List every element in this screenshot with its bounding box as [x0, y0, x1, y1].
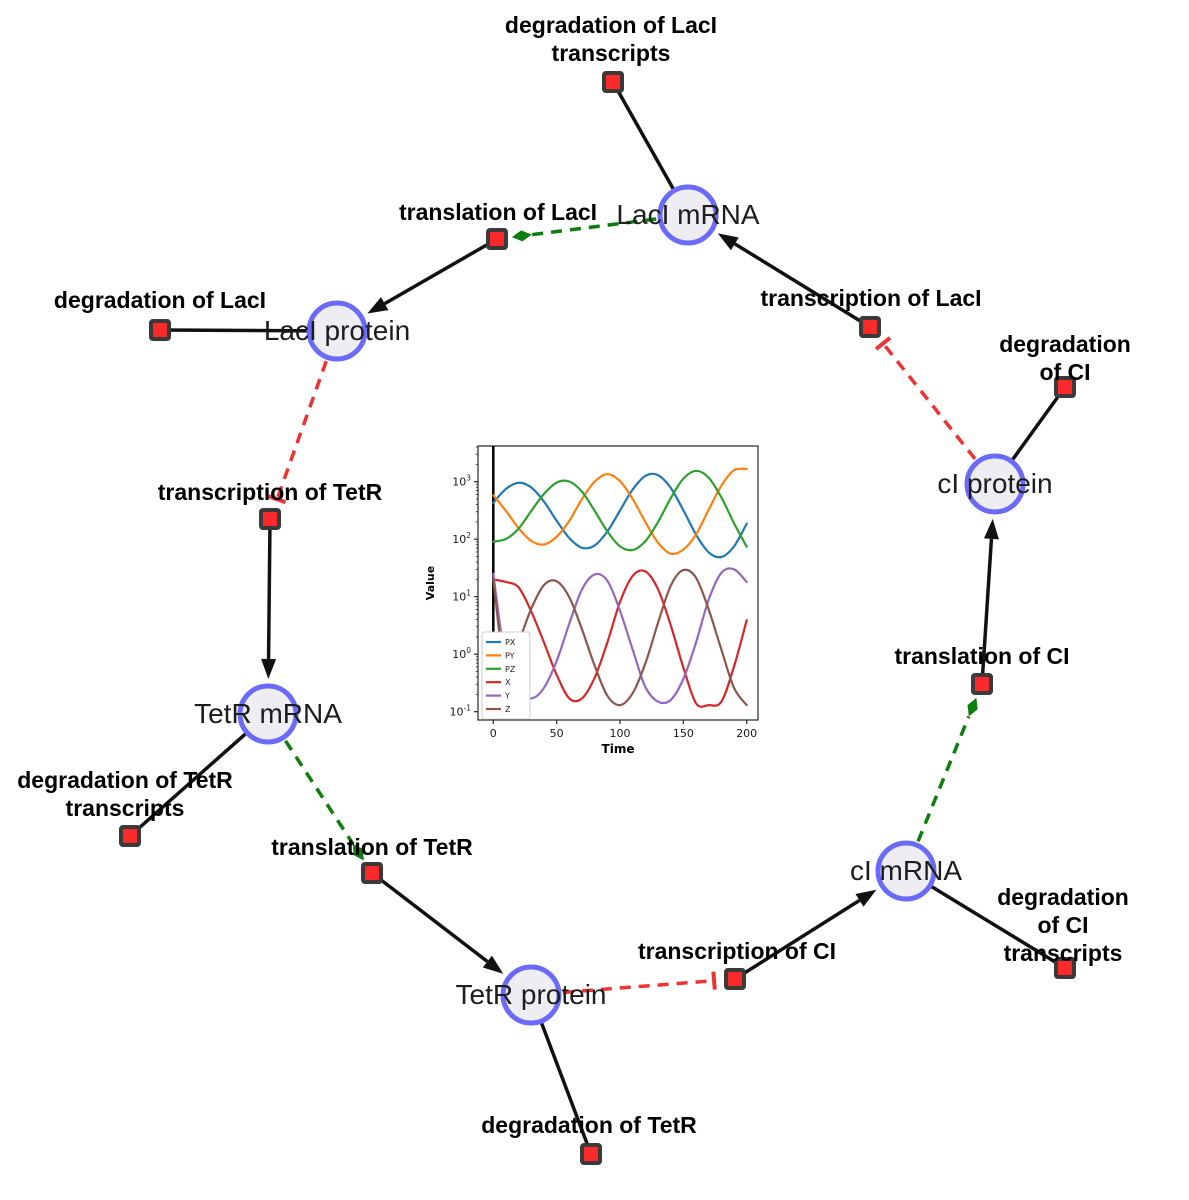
y-tick-label: 10-1 [450, 704, 472, 719]
edge-arrow-txn_laci-laci_mrna [733, 242, 871, 329]
legend-label-PZ: PZ [505, 665, 516, 674]
edge-inhibit-tetr_protein-txn_ci [562, 978, 715, 995]
edge-inhibit-laci_protein-txn_tetr [275, 360, 328, 500]
edge-modifier-ci_mrna-transl_ci-diamond-icon [967, 697, 978, 717]
species-label-ci_protein: cI protein [937, 468, 1053, 499]
reaction-node-transl_laci [486, 228, 508, 250]
edge-arrow-txn_tetr-tetr_mrna [266, 518, 272, 660]
y-tick-label: 101 [452, 589, 471, 604]
species-label-laci_protein: LacI protein [263, 315, 411, 346]
edge-inhibit-ci_protein-txn_laci-tbar-icon [874, 336, 892, 351]
edge-arrow-transl_ci-ci_protein [980, 538, 994, 685]
edge-modifier-tetr_mrna-transl_tetr [284, 739, 355, 845]
reaction-node-transl_tetr [361, 862, 383, 884]
edge-plain-ci_mrna-deg_ci_tx [905, 869, 1066, 970]
chart-series-Y [492, 567, 748, 705]
reaction-node-transl_ci [971, 673, 993, 695]
x-axis-title: Time [602, 742, 635, 756]
species-node-tetr_protein [500, 964, 562, 1026]
reaction-label-deg_laci: degradation of LacI [53, 287, 267, 313]
reaction-label-transl_laci: translation of LacI [398, 199, 598, 225]
legend-label-PX: PX [505, 638, 516, 647]
reaction-label-deg_tetr_tx: degradation of TetR transcripts [17, 767, 233, 821]
edge-arrow-transl_tetr-tetr_protein [370, 871, 489, 963]
chart-series-PX [492, 472, 748, 559]
x-tick-label: 0 [490, 727, 497, 740]
reaction-node-deg_tetr_tx [119, 825, 141, 847]
legend-label-Z: Z [505, 705, 511, 714]
edge-arrow-transl_laci-laci_protein [383, 237, 498, 306]
x-tick-label: 50 [550, 727, 564, 740]
species-label-tetr_protein: TetR protein [455, 979, 607, 1010]
edge-modifier-ci_mrna-transl_ci [916, 715, 971, 843]
edge-arrow-txn_ci-ci_mrna [734, 898, 861, 981]
species-label-tetr_mrna: TetR mRNA [194, 698, 342, 729]
chart-series-Z [492, 568, 748, 707]
edge-modifier-tetr_mrna-transl_tetr-diamond-icon [352, 843, 364, 861]
chart-series-X [492, 569, 748, 708]
y-tick-label: 102 [452, 531, 471, 546]
reaction-label-deg_ci_tx: degradation of CI transcripts [997, 884, 1129, 966]
edge-inhibit-ci_protein-txn_laci [881, 342, 977, 461]
reaction-label-transl_tetr: translation of TetR [271, 834, 473, 860]
edge-arrow-transl_laci-laci_protein-arrowhead-icon [367, 297, 389, 314]
reaction-label-deg_tetr: degradation of TetR [481, 1112, 697, 1138]
legend-label-PY: PY [505, 651, 515, 660]
edge-arrow-txn_tetr-tetr_mrna-arrowhead-icon [261, 658, 277, 680]
species-label-laci_mrna: LacI mRNA [616, 199, 760, 230]
reaction-node-deg_tetr [580, 1143, 602, 1165]
edge-modifier-laci_mrna-transl_laci [531, 217, 657, 237]
x-tick-label: 100 [610, 727, 631, 740]
species-node-laci_protein [306, 300, 368, 362]
y-tick-label: 103 [452, 474, 471, 489]
reaction-node-txn_tetr [259, 508, 281, 530]
x-tick-label: 150 [673, 727, 694, 740]
reaction-label-deg_ci: degradation of CI [999, 331, 1131, 385]
edge-arrow-txn_ci-ci_mrna-arrowhead-icon [855, 889, 877, 907]
reaction-node-deg_ci [1054, 376, 1076, 398]
reaction-label-txn_tetr: transcription of TetR [157, 479, 383, 505]
species-label-ci_mrna: cI mRNA [850, 855, 962, 886]
reaction-label-deg_laci_tx: degradation of LacI transcripts [504, 12, 718, 66]
chart-series-PZ [492, 469, 748, 552]
species-node-ci_protein [964, 453, 1026, 515]
reaction-node-deg_ci_tx [1054, 957, 1076, 979]
species-node-ci_mrna [875, 840, 937, 902]
y-axis-title: Value [424, 566, 437, 600]
reaction-label-txn_laci: transcription of LacI [760, 285, 982, 311]
edge-inhibit-laci_protein-txn_tetr-tbar-icon [267, 494, 287, 505]
reaction-node-txn_ci [724, 968, 746, 990]
chart-legend-box [481, 631, 531, 720]
reaction-node-txn_laci [859, 316, 881, 338]
legend-label-Y: Y [504, 692, 510, 701]
reaction-node-deg_laci_tx [602, 71, 624, 93]
species-node-tetr_mrna [237, 683, 299, 745]
edge-inhibit-tetr_protein-txn_ci-tbar-icon [711, 971, 717, 990]
edge-arrow-transl_tetr-tetr_protein-arrowhead-icon [482, 955, 504, 974]
edge-arrow-txn_laci-laci_mrna-arrowhead-icon [717, 233, 739, 251]
chart-series-PY [492, 467, 748, 556]
reaction-node-deg_laci [149, 319, 171, 341]
reaction-label-txn_ci: transcription of CI [637, 938, 837, 964]
chart-legend: PX PY PZ XYZ [481, 631, 531, 720]
x-tick-label: 200 [736, 727, 757, 740]
y-tick-label: 100 [452, 646, 471, 661]
reaction-label-transl_ci: translation of CI [894, 643, 1070, 669]
edge-modifier-laci_mrna-transl_laci-diamond-icon [511, 230, 532, 242]
species-node-laci_mrna [657, 184, 719, 246]
legend-label-X: X [505, 678, 511, 687]
edge-arrow-transl_ci-ci_protein-arrowhead-icon [983, 518, 999, 540]
